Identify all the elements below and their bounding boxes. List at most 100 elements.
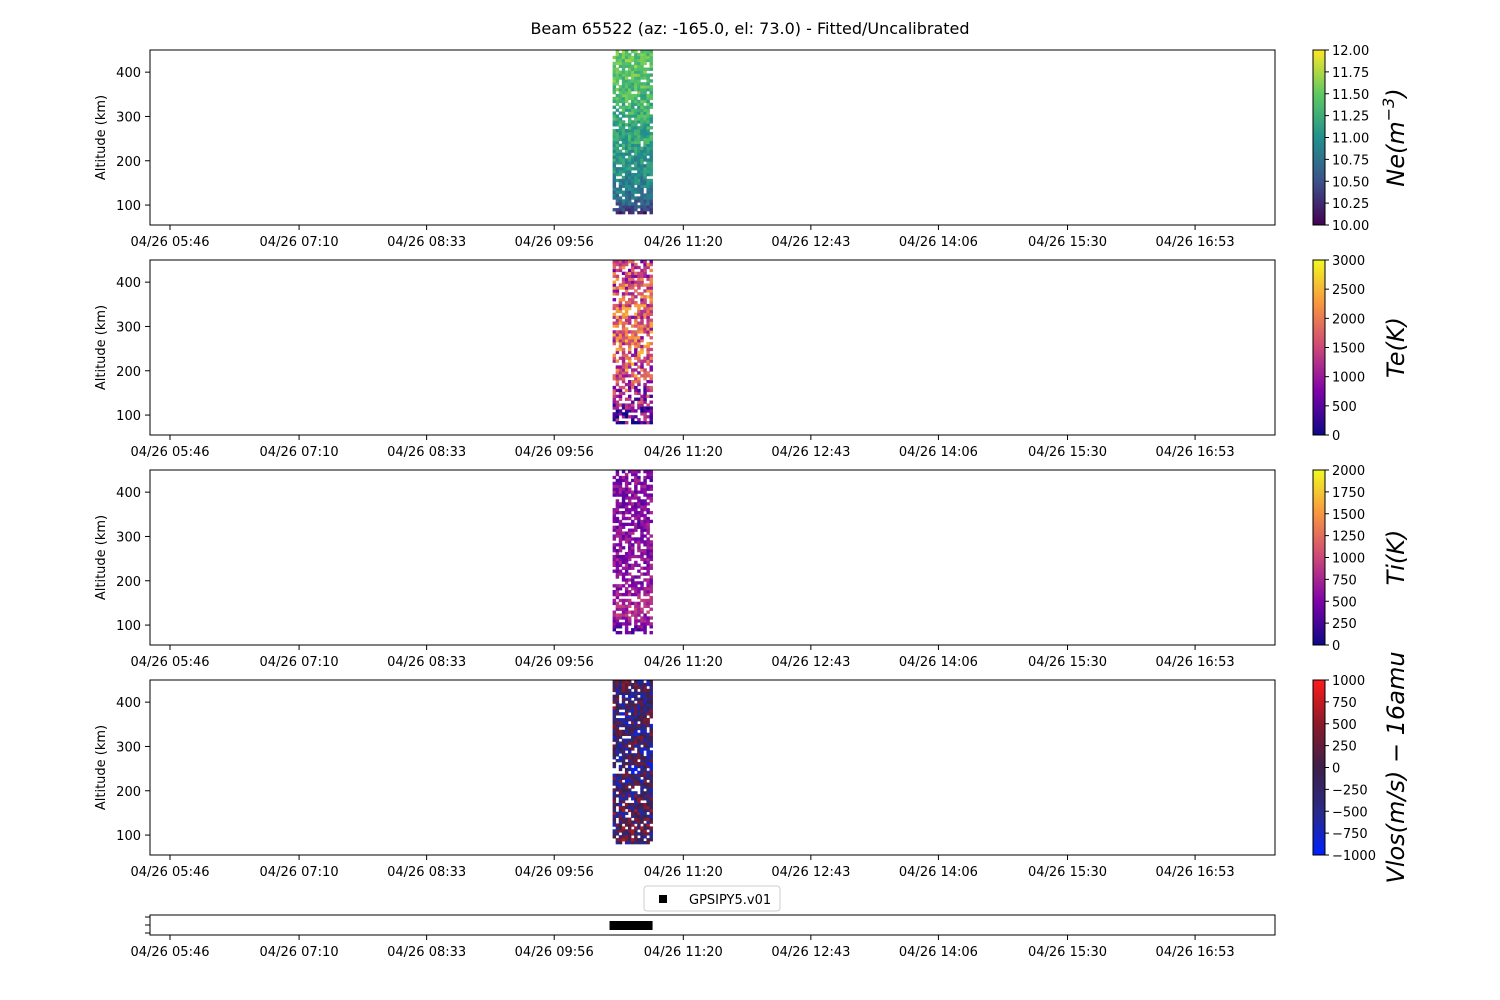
heatmap-cell bbox=[640, 815, 643, 818]
heatmap-cell bbox=[643, 572, 646, 575]
heatmap-cell bbox=[634, 100, 637, 103]
heatmap-cell bbox=[643, 371, 646, 374]
heatmap-cell bbox=[646, 587, 649, 590]
heatmap-cell bbox=[646, 733, 649, 736]
heatmap-cell bbox=[637, 106, 640, 109]
heatmap-cell bbox=[613, 806, 616, 809]
heatmap-cell bbox=[649, 85, 652, 88]
heatmap-cell bbox=[646, 616, 649, 619]
heatmap-cell bbox=[613, 182, 616, 185]
heatmap-cell bbox=[631, 581, 634, 584]
heatmap-cell bbox=[634, 202, 637, 205]
heatmap-cell bbox=[616, 567, 619, 570]
x-tick-label: 04/26 09:56 bbox=[515, 945, 594, 960]
heatmap-cell bbox=[634, 345, 637, 348]
heatmap-cell bbox=[616, 418, 619, 421]
heatmap-cell bbox=[631, 114, 634, 117]
colorbar-tick-label: −750 bbox=[1332, 827, 1368, 842]
heatmap-cell bbox=[619, 182, 622, 185]
heatmap-cell bbox=[619, 100, 622, 103]
heatmap-cell bbox=[625, 616, 628, 619]
heatmap-cell bbox=[634, 164, 637, 167]
heatmap-cell bbox=[613, 412, 616, 415]
heatmap-cell bbox=[646, 841, 649, 844]
heatmap-cell bbox=[634, 88, 637, 91]
heatmap-cell bbox=[646, 316, 649, 319]
heatmap-cell bbox=[649, 485, 652, 488]
heatmap-cell bbox=[649, 700, 652, 703]
x-tick-label: 04/26 11:20 bbox=[644, 655, 723, 670]
heatmap-cell bbox=[625, 354, 628, 357]
heatmap-cell bbox=[631, 415, 634, 418]
heatmap-cell bbox=[637, 537, 640, 540]
heatmap-cell bbox=[643, 205, 646, 208]
timeline-bar bbox=[610, 921, 653, 930]
heatmap-cell bbox=[613, 56, 616, 59]
heatmap-cell bbox=[616, 733, 619, 736]
heatmap-cell bbox=[625, 193, 628, 196]
heatmap-cell bbox=[649, 283, 652, 286]
heatmap-cell bbox=[631, 823, 634, 826]
x-tick-label: 04/26 11:20 bbox=[644, 865, 723, 880]
heatmap-cell bbox=[628, 406, 631, 409]
heatmap-cell bbox=[634, 517, 637, 520]
heatmap-cell bbox=[622, 368, 625, 371]
heatmap-cell bbox=[619, 809, 622, 812]
heatmap-cell bbox=[625, 552, 628, 555]
heatmap-cell bbox=[649, 114, 652, 117]
colorbar-tick-label: 11.00 bbox=[1332, 132, 1369, 147]
heatmap-cell bbox=[625, 774, 628, 777]
heatmap-cell bbox=[622, 721, 625, 724]
heatmap-cell bbox=[646, 567, 649, 570]
heatmap-cell bbox=[613, 403, 616, 406]
heatmap-cell bbox=[613, 152, 616, 155]
heatmap-cell bbox=[631, 724, 634, 727]
x-tick-label: 04/26 08:33 bbox=[387, 445, 466, 460]
heatmap-cell bbox=[622, 377, 625, 380]
heatmap-cell bbox=[637, 803, 640, 806]
heatmap-cell bbox=[616, 263, 619, 266]
colorbar-tick-label: 0 bbox=[1332, 429, 1340, 444]
heatmap-cell bbox=[649, 683, 652, 686]
heatmap-cell bbox=[643, 307, 646, 310]
heatmap-cell bbox=[628, 703, 631, 706]
heatmap-cell bbox=[649, 289, 652, 292]
heatmap-cell bbox=[646, 202, 649, 205]
heatmap-cell bbox=[640, 56, 643, 59]
heatmap-cell bbox=[634, 377, 637, 380]
heatmap-cell bbox=[619, 59, 622, 62]
heatmap-cell bbox=[619, 488, 622, 491]
heatmap-cell bbox=[640, 147, 643, 150]
heatmap-cell bbox=[634, 564, 637, 567]
heatmap-cell bbox=[634, 765, 637, 768]
heatmap-cell bbox=[631, 280, 634, 283]
heatmap-cell bbox=[646, 403, 649, 406]
heatmap-cell bbox=[640, 316, 643, 319]
heatmap-cell bbox=[613, 555, 616, 558]
heatmap-cell bbox=[619, 812, 622, 815]
heatmap-cell bbox=[628, 838, 631, 841]
heatmap-cell bbox=[619, 622, 622, 625]
heatmap-cell bbox=[646, 415, 649, 418]
heatmap-cell bbox=[628, 395, 631, 398]
heatmap-cell bbox=[628, 791, 631, 794]
heatmap-cell bbox=[613, 330, 616, 333]
heatmap-cell bbox=[637, 266, 640, 269]
heatmap-cell bbox=[640, 537, 643, 540]
heatmap-cell bbox=[625, 841, 628, 844]
heatmap-cell bbox=[643, 771, 646, 774]
heatmap-cell bbox=[622, 354, 625, 357]
heatmap-cell bbox=[616, 403, 619, 406]
heatmap-cell bbox=[625, 167, 628, 170]
heatmap-cell bbox=[619, 301, 622, 304]
heatmap-cell bbox=[649, 602, 652, 605]
heatmap-cell bbox=[616, 324, 619, 327]
heatmap-cell bbox=[640, 523, 643, 526]
heatmap-cell bbox=[613, 88, 616, 91]
heatmap-cell bbox=[649, 360, 652, 363]
heatmap-cell bbox=[625, 712, 628, 715]
heatmap-cell bbox=[628, 283, 631, 286]
heatmap-cell bbox=[640, 409, 643, 412]
heatmap-cell bbox=[649, 132, 652, 135]
heatmap-cell bbox=[649, 117, 652, 120]
